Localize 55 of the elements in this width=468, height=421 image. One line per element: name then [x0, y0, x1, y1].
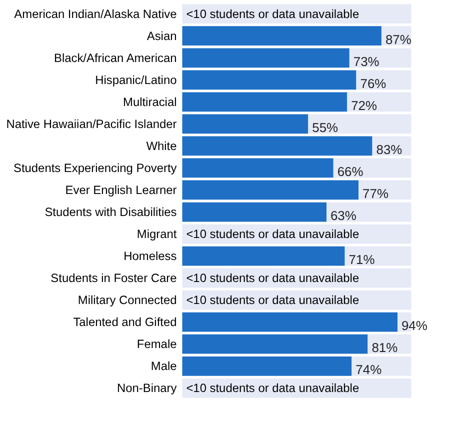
- bar: [308, 114, 412, 134]
- bar: [182, 26, 382, 46]
- data-label: 73%: [353, 54, 380, 69]
- data-label: 63%: [330, 208, 357, 223]
- bar: [182, 356, 352, 376]
- data-label: 71%: [348, 252, 376, 268]
- data-label: 81%: [372, 340, 398, 356]
- y-tick-label: Native Hawaiian/Pacific Islander: [6, 116, 177, 131]
- data-label: 66%: [337, 164, 364, 179]
- annotation: <10 students or data unavailable: [186, 293, 360, 308]
- data-label: 76%: [360, 76, 387, 91]
- data-label: 55%: [312, 120, 339, 135]
- bar: [182, 70, 356, 90]
- y-tick-label: Students in Foster Care: [50, 271, 178, 286]
- annotation: <10 students or data unavailable: [186, 381, 360, 396]
- bar: [349, 48, 412, 68]
- data-label: 77%: [362, 186, 389, 201]
- data-label: 83%: [376, 142, 403, 157]
- y-tick-label: American Indian/Alaska Native: [14, 6, 178, 21]
- y-tick-label: Military Connected: [78, 293, 177, 308]
- bar: [182, 48, 350, 68]
- annotation: <10 students or data unavailable: [186, 271, 360, 286]
- bar: [182, 202, 327, 222]
- bar: [182, 92, 348, 112]
- bar: [182, 312, 398, 332]
- bar: [347, 92, 412, 112]
- data-label: 94%: [401, 318, 428, 334]
- y-tick-label: Migrant: [136, 227, 178, 242]
- y-tick-label: Black/African American: [54, 50, 177, 65]
- y-tick-label: Hispanic/Latino: [95, 72, 178, 87]
- y-tick-label: Asian: [146, 28, 177, 43]
- data-label: 72%: [351, 98, 378, 113]
- y-tick-label: Female: [136, 337, 178, 352]
- y-tick-label: Ever English Learner: [65, 182, 177, 197]
- annotation: <10 students or data unavailable: [186, 227, 360, 242]
- annotation: <10 students or data unavailable: [186, 6, 360, 21]
- y-tick-label: Multiracial: [123, 94, 177, 109]
- bar: [182, 180, 359, 200]
- y-tick-label: Homeless: [124, 249, 177, 264]
- data-label: 74%: [356, 362, 382, 378]
- data-label: 87%: [385, 32, 412, 47]
- bar: [182, 114, 308, 134]
- bar: [182, 334, 368, 354]
- y-tick-label: Male: [150, 359, 178, 374]
- y-tick-label: Non-Binary: [117, 381, 177, 396]
- y-tick-label: Talented and Gifted: [73, 315, 177, 330]
- y-tick-label: Students Experiencing Poverty: [13, 160, 177, 175]
- bar: [182, 158, 334, 178]
- bar: [182, 246, 345, 266]
- bar: [352, 356, 412, 376]
- bar: [344, 246, 412, 266]
- y-tick-label: Students with Disabilities: [44, 204, 177, 219]
- bar: [182, 136, 372, 156]
- y-tick-label: White: [146, 138, 178, 153]
- bar: [326, 202, 412, 222]
